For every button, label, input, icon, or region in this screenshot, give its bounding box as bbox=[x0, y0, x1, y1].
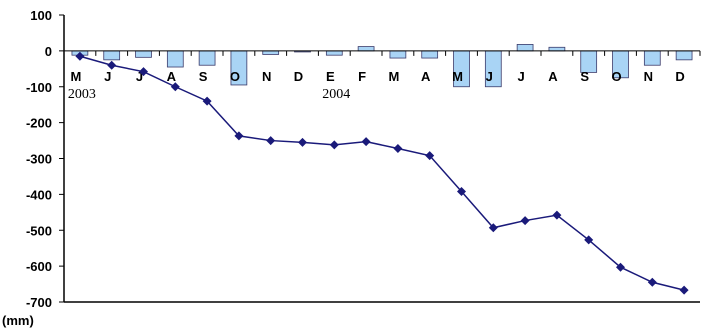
bar bbox=[166, 50, 184, 68]
line-series bbox=[75, 51, 689, 295]
axes bbox=[63, 15, 700, 303]
line-point bbox=[361, 137, 371, 147]
line-point bbox=[234, 131, 244, 141]
x-tick-label: D bbox=[294, 69, 303, 84]
bar bbox=[643, 50, 661, 66]
x-tick-label: N bbox=[262, 69, 271, 84]
x-tick-labels: M J J A S O N D E F M A M J J A S O N D 2003 2004 bbox=[68, 69, 685, 102]
y-tick-label: -700 bbox=[26, 295, 52, 310]
line-point bbox=[679, 285, 689, 295]
x-tick-label: D bbox=[675, 69, 684, 84]
y-tick-label: -300 bbox=[26, 152, 52, 167]
line-point bbox=[170, 82, 180, 92]
x-tick-label: M bbox=[388, 69, 399, 84]
line-point bbox=[488, 223, 498, 233]
bar bbox=[421, 50, 439, 59]
y-tick-labels: 100 0 -100 -200 -300 -400 -500 -600 -700 bbox=[26, 8, 701, 310]
x-tick-label: J bbox=[104, 69, 111, 84]
line-point bbox=[425, 151, 435, 161]
bar-series bbox=[71, 44, 693, 88]
line-point bbox=[202, 96, 212, 106]
year-label: 2003 bbox=[68, 87, 96, 102]
line-point bbox=[298, 137, 307, 147]
x-tick-label: M bbox=[70, 69, 81, 84]
x-tick-label: S bbox=[580, 69, 589, 84]
y-unit-label: (mm) bbox=[2, 313, 34, 328]
bar bbox=[325, 50, 343, 56]
x-tick-label: A bbox=[167, 69, 177, 84]
bar bbox=[548, 46, 566, 52]
x-tick-label: O bbox=[230, 69, 240, 84]
line-point bbox=[457, 187, 466, 197]
y-tick-label: -200 bbox=[26, 116, 52, 131]
bar bbox=[103, 50, 121, 61]
bar bbox=[357, 46, 375, 52]
y-tick-label: -600 bbox=[26, 259, 52, 274]
x-tick-label: E bbox=[326, 69, 335, 84]
line-point bbox=[75, 51, 85, 61]
x-tick-label: A bbox=[548, 69, 558, 84]
line-point bbox=[329, 140, 339, 150]
x-tick-label: F bbox=[358, 69, 366, 84]
x-tick-label: S bbox=[199, 69, 208, 84]
y-tick-label: -400 bbox=[26, 187, 52, 202]
line-point bbox=[552, 210, 562, 220]
x-tick-label: O bbox=[611, 69, 621, 84]
bar bbox=[135, 50, 152, 58]
line-point bbox=[139, 67, 148, 77]
y-tick-label: 0 bbox=[45, 44, 52, 59]
y-tick-label: -500 bbox=[26, 223, 52, 238]
x-tick-label: M bbox=[452, 69, 463, 84]
y-tick-label: 100 bbox=[30, 8, 52, 23]
bar bbox=[262, 50, 280, 55]
line-point bbox=[520, 216, 530, 226]
line-point bbox=[584, 235, 594, 245]
x-tick-label: J bbox=[517, 69, 524, 84]
series-line bbox=[79, 55, 685, 291]
line-point bbox=[647, 277, 657, 287]
x-tick-label: A bbox=[421, 69, 431, 84]
bar bbox=[198, 50, 216, 66]
line-point bbox=[393, 143, 403, 153]
line-point bbox=[107, 60, 117, 70]
x-tick-label: N bbox=[644, 69, 653, 84]
x-tick-label: J bbox=[486, 69, 493, 84]
bar bbox=[516, 44, 534, 52]
bar bbox=[675, 50, 693, 61]
line-point bbox=[616, 262, 625, 272]
y-tick-label: -100 bbox=[26, 80, 52, 95]
year-label: 2004 bbox=[322, 87, 350, 102]
bar bbox=[389, 50, 407, 59]
x-tick-label: J bbox=[136, 69, 143, 84]
line-point bbox=[266, 136, 276, 146]
